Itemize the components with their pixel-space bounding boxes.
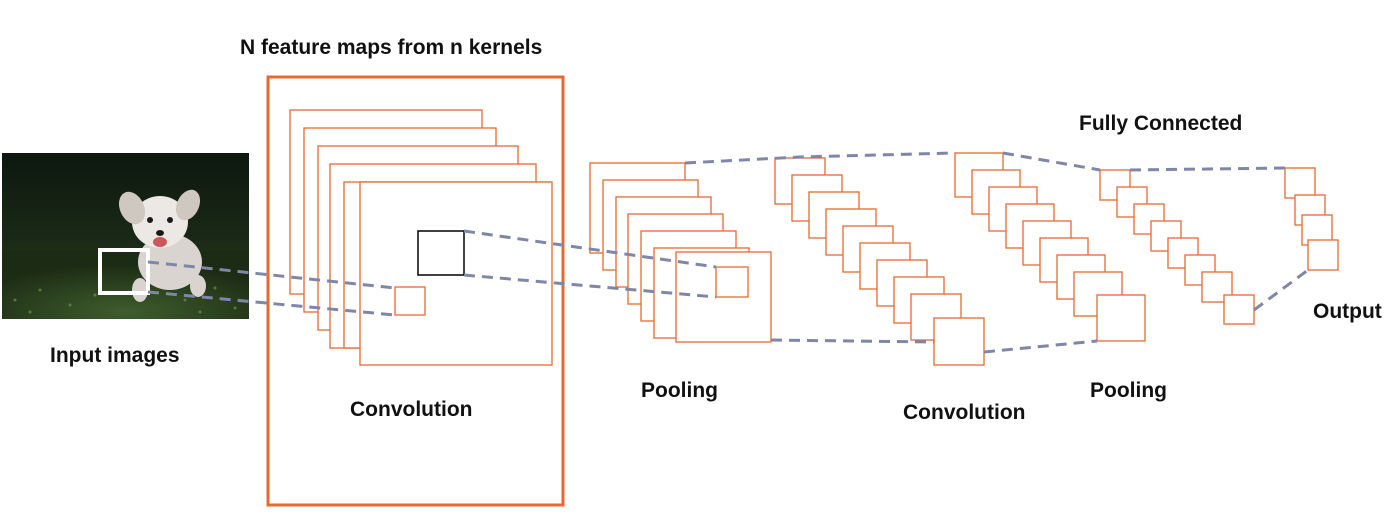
fully-connected-maps	[1099, 169, 1255, 325]
conv1-feature-maps	[289, 109, 553, 366]
feature-maps-title: N feature maps from n kernels	[240, 36, 542, 59]
connector	[1129, 166, 1286, 172]
convolution-group-frame	[266, 75, 565, 507]
convolution-2-label: Convolution	[903, 401, 1025, 424]
connector	[147, 290, 396, 317]
fully-connected-label: Fully Connected	[1079, 112, 1242, 135]
feature-map	[1223, 294, 1255, 325]
pool2-feature-maps	[954, 152, 1146, 342]
pool-window	[715, 266, 749, 298]
conv1-output-cell	[394, 286, 426, 316]
output-maps	[1284, 167, 1339, 271]
output-node	[1284, 167, 1316, 199]
feature-map	[1150, 220, 1182, 252]
output-node	[1307, 239, 1339, 271]
puppy-icon	[118, 189, 206, 302]
feature-map	[1096, 294, 1146, 342]
conv2-feature-maps	[774, 157, 985, 366]
connector	[684, 151, 956, 165]
connector	[1002, 151, 1101, 172]
output-label: Output	[1313, 300, 1382, 323]
grass-specks	[13, 286, 237, 314]
feature-map	[933, 317, 985, 366]
kernel-window	[417, 230, 465, 276]
pool1-feature-maps	[589, 162, 772, 343]
connector	[1253, 268, 1309, 312]
convolution-1-label: Convolution	[350, 398, 472, 421]
pooling-2-label: Pooling	[1090, 379, 1167, 402]
connector	[463, 229, 717, 269]
connector	[147, 260, 396, 290]
connector-lines	[147, 151, 1309, 354]
input-images-label: Input images	[50, 344, 180, 367]
input-image	[2, 153, 249, 319]
grass-area	[2, 250, 249, 319]
pooling-1-label: Pooling	[641, 379, 718, 402]
input-receptive-field	[98, 248, 150, 295]
connector	[463, 273, 717, 299]
connector	[983, 339, 1098, 354]
connector	[770, 338, 935, 344]
